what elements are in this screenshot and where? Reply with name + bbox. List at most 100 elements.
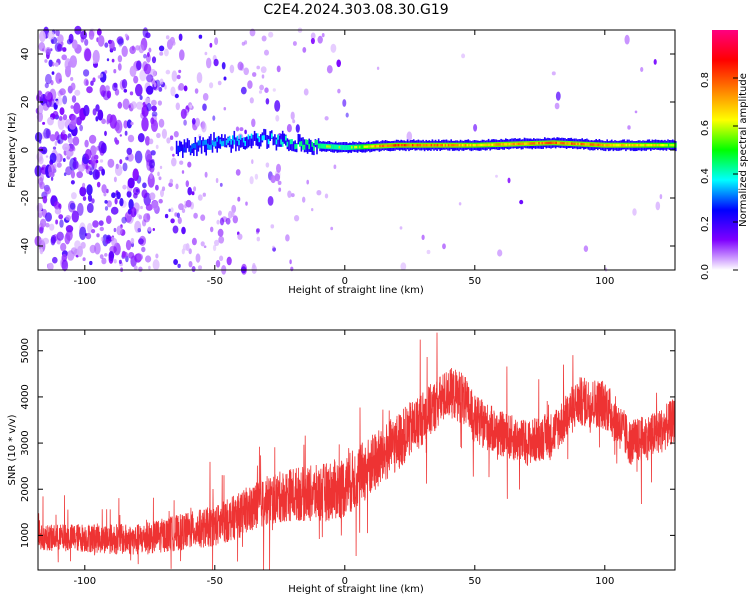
spectrogram-noise-dot: [171, 70, 178, 82]
spectrogram-noise-dot: [44, 186, 52, 195]
spectrogram-ridge-core: [574, 142, 576, 145]
spectrogram-noise-dot: [70, 77, 74, 81]
spectrogram-noise-dot: [249, 28, 256, 37]
spectrogram-ridge-core: [511, 142, 514, 146]
spectrogram-ridge-halo: [233, 130, 236, 144]
spectrogram-ridge-mid: [359, 144, 362, 150]
spectrogram-noise-dot: [113, 176, 117, 183]
spectrogram-noise-dot: [143, 53, 147, 59]
spectrogram-ridge-core: [472, 144, 475, 147]
spectrogram-ridge-halo: [297, 133, 300, 145]
spectrogram-noise-dot: [117, 101, 123, 109]
spectrogram-y-tick-label: 0: [20, 147, 31, 153]
spectrogram-ridge-core: [368, 145, 370, 148]
spectrogram-ridge-core: [432, 144, 434, 147]
spectrogram-noise-dot: [130, 101, 137, 109]
spectrogram-ridge: [175, 128, 677, 158]
spectrogram-noise-dot: [168, 208, 171, 212]
spectrogram-noise-dot: [144, 97, 151, 105]
spectrogram-ridge-halo: [239, 135, 242, 148]
spectrogram-ridge-core: [620, 144, 623, 147]
spectrogram-noise-dot: [116, 225, 123, 236]
snr-x-tick-label: 50: [468, 576, 481, 587]
spectrogram-noise-dot: [264, 49, 269, 56]
spectrogram-noise-dot: [113, 259, 117, 264]
spectrogram-ridge-halo: [305, 142, 307, 153]
spectrogram-noise-dot: [45, 212, 52, 222]
spectrogram-noise-dot: [146, 103, 152, 112]
spectrogram-noise-dot: [74, 240, 81, 250]
spectrogram-noise-dot: [101, 118, 106, 125]
spectrogram-noise-dot: [225, 217, 231, 225]
spectrogram-noise-dot: [91, 229, 96, 234]
spectrogram-noise-dot: [117, 55, 123, 63]
spectrogram-noise-dot: [71, 210, 80, 223]
spectrogram-ridge-mid: [285, 135, 287, 141]
spectrogram-ridge-core: [538, 142, 540, 145]
spectrogram-noise-dot: [37, 90, 42, 95]
spectrogram-ridge-halo: [250, 138, 253, 149]
spectrogram-ridge-core: [363, 145, 366, 148]
spectrogram-noise-dot: [244, 129, 247, 135]
spectrogram-ridge-halo: [177, 147, 179, 157]
spectrogram-noise-dot: [252, 72, 257, 77]
spectrogram-noise-dot: [241, 41, 246, 46]
colorbar-tick-label: 0.0: [700, 264, 711, 280]
spectrogram-noise-dot: [136, 60, 142, 71]
spectrogram-ridge-core: [647, 144, 649, 147]
spectrogram-noise-dot: [261, 74, 265, 79]
spectrogram-noise-dot: [507, 177, 511, 184]
spectrogram-noise-dot: [256, 228, 260, 233]
spectrogram-noise-dot: [82, 182, 86, 188]
spectrogram-noise-dot: [240, 86, 247, 95]
spectrogram-noise-dot: [76, 171, 83, 179]
spectrogram-ridge-core: [627, 144, 629, 147]
spectrogram-noise-dot: [324, 116, 329, 121]
spectrogram-ridge-core: [597, 143, 600, 147]
spectrogram-ridge-core: [429, 144, 431, 147]
spectrogram-noise-dot: [217, 80, 222, 86]
spectrogram-ridge-mid: [225, 140, 228, 146]
spectrogram-ridge-mid: [178, 147, 181, 153]
spectrogram-noise-dot: [632, 208, 637, 216]
spectrogram-noise-dot: [316, 190, 322, 196]
spectrogram-ridge-core: [614, 144, 617, 147]
spectrogram-ridge-mid: [213, 141, 215, 147]
spectrogram-ridge-core: [670, 144, 673, 147]
spectrogram-noise-dot: [76, 116, 82, 126]
spectrogram-noise-dot: [48, 59, 53, 67]
spectrogram-ridge-mid: [208, 145, 211, 150]
spectrogram-noise-dot: [147, 173, 155, 188]
spectrogram-noise-dot: [272, 88, 276, 92]
spectrogram-noise-dot: [170, 207, 174, 213]
spectrogram-noise-dot: [106, 58, 110, 62]
spectrogram-ridge-core: [394, 144, 397, 147]
spectrogram-noise-dot: [310, 37, 315, 45]
spectrogram-noise-dot: [265, 162, 270, 168]
spectrogram-noise-dot: [57, 34, 64, 44]
spectrogram-ridge-core: [436, 144, 439, 147]
spectrogram-noise-dot: [191, 191, 195, 196]
spectrogram-noise-dot: [655, 201, 661, 211]
spectrogram-noise-dot: [249, 176, 254, 185]
spectrogram-ridge-mid: [286, 141, 289, 147]
spectrogram-ridge-core: [396, 144, 398, 147]
spectrogram-ridge-core: [469, 144, 472, 147]
spectrogram-ridge-core: [525, 142, 528, 145]
spectrogram-ridge-halo: [256, 134, 259, 147]
spectrogram-noise-dot: [168, 182, 173, 188]
spectrogram-noise-dot: [92, 108, 97, 116]
spectrogram-ridge-mid: [193, 143, 195, 148]
spectrogram-ridge-core: [642, 144, 645, 147]
spectrogram-noise-dot: [83, 78, 89, 86]
spectrogram-noise-dot: [132, 168, 139, 181]
spectrogram-noise-dot: [185, 199, 192, 208]
spectrogram-noise-dot: [286, 124, 292, 133]
spectrogram-ridge-core: [514, 142, 517, 146]
spectrogram-ridge-mid: [197, 140, 200, 146]
spectrogram-noise-dot: [178, 203, 184, 211]
spectrogram-noise-dot: [554, 102, 560, 110]
spectrogram-noise-dot: [143, 213, 151, 223]
spectrogram-ridge-core: [599, 143, 601, 147]
spectrogram-ridge-core: [661, 144, 664, 147]
